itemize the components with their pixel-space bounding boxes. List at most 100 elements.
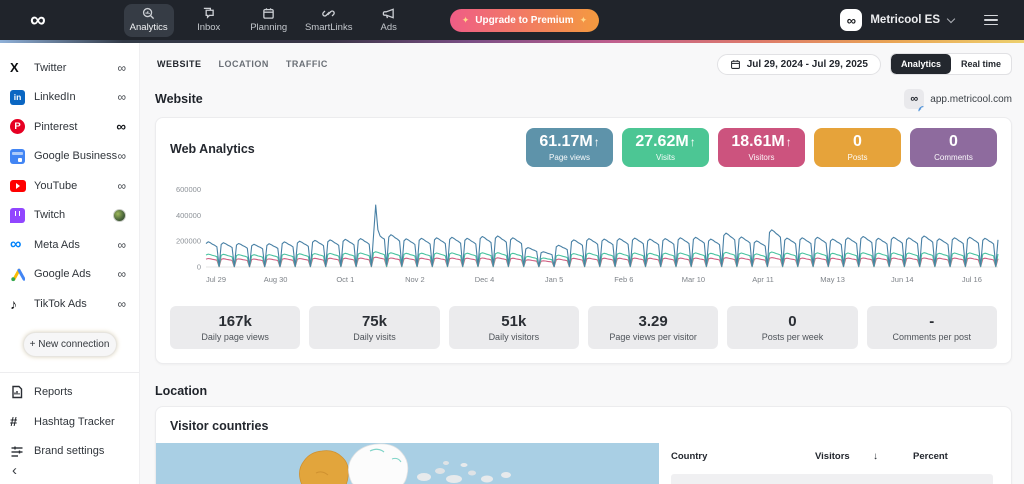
sidebar-item-meta-ads[interactable]: ∞ Meta Ads ∞ [10, 235, 126, 253]
svg-text:Apr 11: Apr 11 [752, 275, 774, 284]
visitor-countries-title: Visitor countries [170, 419, 269, 433]
visitor-countries-table: Country Visitors ↓ Percent [659, 443, 1011, 484]
signal-icon [918, 106, 924, 112]
metricool-infinity-badge-icon: ∞ [117, 296, 126, 311]
sidebar-item-twitch[interactable]: Twitch [0, 201, 139, 231]
nav-tab-planning[interactable]: Planning [244, 4, 294, 37]
upgrade-premium-button[interactable]: ✦ Upgrade to Premium ✦ [449, 8, 600, 32]
twitter-x-icon: X [10, 60, 19, 76]
stat-card-visits: 27.62M ↑ Visits [622, 128, 709, 167]
nav-tab-label: Ads [380, 21, 397, 33]
nav-tab-label: Inbox [197, 21, 221, 33]
stat-daily-visits: 75k Daily visits [309, 306, 440, 349]
svg-text:Jan 5: Jan 5 [545, 275, 563, 284]
connections-sidebar: X Twitter ∞ in LinkedIn ∞ P Pinterest ∞ … [0, 43, 140, 484]
svg-text:Nov 2: Nov 2 [405, 275, 425, 284]
sparkle-icon: ✦ [461, 14, 470, 25]
svg-text:May 13: May 13 [820, 275, 845, 284]
sliders-settings-icon [10, 444, 30, 458]
sidebar-item-youtube[interactable]: YouTube ∞ [0, 171, 139, 201]
report-document-icon [10, 385, 30, 399]
nav-tab-label: Analytics [129, 21, 168, 33]
connected-domain: ∞ app.metricool.com [904, 89, 1012, 112]
trend-up-icon: ↑ [593, 134, 600, 149]
metricool-logo-icon[interactable]: ∞ [30, 7, 46, 32]
analytics-mode-button[interactable]: Analytics [890, 54, 951, 74]
nav-tab-label: Planning [250, 21, 288, 33]
date-range-picker[interactable]: Jul 29, 2024 - Jul 29, 2025 [716, 53, 881, 75]
metricool-infinity-badge-icon: ∞ [117, 267, 126, 282]
svg-text:Jun 14: Jun 14 [891, 275, 914, 284]
metricool-infinity-badge-icon: ∞ [117, 60, 126, 75]
hamburger-menu-icon[interactable] [984, 14, 998, 26]
svg-text:Aug 30: Aug 30 [264, 275, 288, 284]
svg-text:Jul 16: Jul 16 [962, 275, 982, 284]
realtime-mode-button[interactable]: Real time [951, 54, 1011, 74]
nav-tab-ads[interactable]: Ads [364, 4, 414, 37]
google-ads-icon [10, 267, 30, 282]
sidebar-divider [0, 371, 139, 373]
stat-posts-per-week: 0 Posts per week [727, 306, 858, 349]
new-connection-button[interactable]: + New connection [22, 331, 117, 357]
tab-location[interactable]: LOCATION [218, 59, 269, 69]
sidebar-item-hashtag-tracker[interactable]: # Hashtag Tracker [10, 414, 115, 430]
sidebar-item-twitter[interactable]: X Twitter ∞ [10, 60, 126, 76]
hashtag-icon: # [10, 414, 18, 430]
stat-daily-page-views: 167k Daily page views [170, 306, 301, 349]
pinterest-icon: P [10, 119, 30, 135]
daily-stat-cards: 167k Daily page views 75k Daily visits 5… [170, 306, 997, 349]
web-analytics-chart: 0 200000 400000 600000 Jul 29 Aug 30 Oct 1 Nov … [176, 185, 999, 284]
svg-text:400000: 400000 [176, 211, 201, 220]
visitor-countries-map[interactable] [156, 443, 659, 484]
sidebar-item-google-ads[interactable]: Google Ads ∞ [0, 260, 139, 290]
nav-tab-inbox[interactable]: Inbox [184, 4, 234, 37]
metricool-infinity-badge-icon: ∞ [116, 119, 126, 134]
chevron-down-icon [946, 14, 956, 23]
metricool-tracker-icon: ∞ [904, 89, 925, 112]
sidebar-collapse-icon[interactable]: ‹ [12, 462, 17, 479]
sort-descending-icon[interactable]: ↓ [873, 451, 878, 462]
account-menu[interactable]: ∞ Metricool ES [840, 9, 956, 31]
sidebar-item-linkedin[interactable]: in LinkedIn ∞ [0, 83, 139, 113]
nav-tab-analytics[interactable]: Analytics [123, 3, 174, 37]
sparkle-icon: ✦ [579, 14, 588, 25]
column-header-visitors[interactable]: Visitors [815, 451, 850, 462]
sidebar-item-tiktok-ads[interactable]: ♪ TikTok Ads ∞ [10, 295, 126, 312]
analytics-magnifier-icon [142, 7, 155, 20]
sidebar-item-brand-settings[interactable]: Brand settings [0, 437, 139, 467]
account-avatar: ∞ [840, 9, 863, 31]
domain-label: app.metricool.com [930, 93, 1012, 105]
web-analytics-card: Web Analytics 61.17M ↑ Page views 27.62M ↑… [155, 117, 1012, 364]
svg-text:0: 0 [197, 263, 201, 272]
tab-website[interactable]: WEBSITE [157, 59, 202, 69]
nav-tab-smartlinks[interactable]: SmartLinks [304, 4, 354, 37]
svg-text:Mar 10: Mar 10 [682, 275, 705, 284]
sidebar-item-pinterest[interactable]: P Pinterest ∞ [0, 112, 139, 142]
svg-text:Jul 29: Jul 29 [206, 275, 226, 284]
table-row [671, 474, 993, 484]
svg-text:Oct 1: Oct 1 [336, 275, 354, 284]
sidebar-item-reports[interactable]: Reports [0, 378, 139, 408]
main-nav: Analytics Inbox Planning SmartLinks Ads [123, 3, 414, 37]
svg-text:200000: 200000 [176, 237, 201, 246]
trend-up-icon: ↑ [689, 134, 696, 149]
web-analytics-title: Web Analytics [170, 142, 255, 156]
stat-card-comments: 0 Comments [910, 128, 997, 167]
trend-up-icon: ↑ [785, 134, 792, 149]
inbox-chat-icon [202, 7, 215, 20]
google-business-icon [10, 148, 30, 164]
stat-comments-per-post: - Comments per post [866, 306, 997, 349]
stat-card-visitors: 18.61M ↑ Visitors [718, 128, 805, 167]
tab-traffic[interactable]: TRAFFIC [285, 59, 328, 69]
megaphone-icon [382, 7, 395, 20]
calendar-icon [262, 7, 275, 20]
nav-tab-label: SmartLinks [304, 21, 353, 33]
summary-stat-cards: 61.17M ↑ Page views 27.62M ↑ Visits 18.61M… [526, 128, 997, 167]
stat-card-posts: 0 Posts [814, 128, 901, 167]
svg-text:600000: 600000 [176, 185, 201, 194]
metricool-infinity-badge-icon: ∞ [117, 149, 126, 164]
location-section-title: Location [155, 384, 208, 398]
column-header-country: Country [671, 451, 708, 462]
stat-card-page-views: 61.17M ↑ Page views [526, 128, 613, 167]
sidebar-item-google-business[interactable]: Google Business ... ∞ [0, 142, 139, 172]
